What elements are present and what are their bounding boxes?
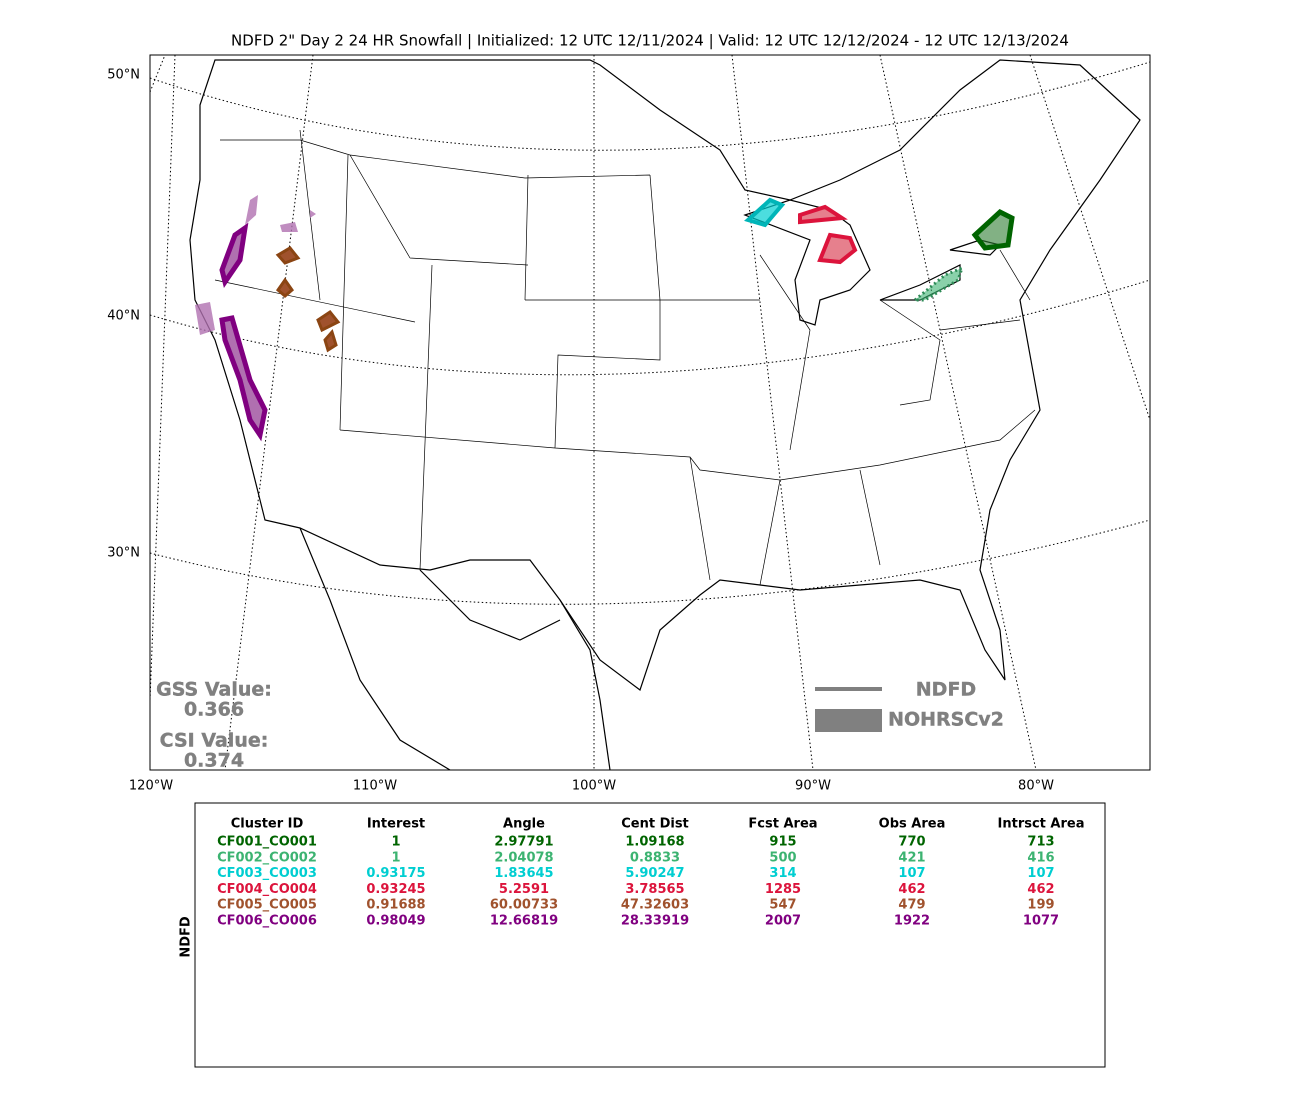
mexico-border	[299, 527, 611, 770]
table-cell: 1	[391, 835, 400, 850]
legend-label: NOHRSCv2	[888, 709, 1004, 731]
table: Cluster ID Interest Angle Cent Dist Fcst Are…	[217, 817, 1084, 929]
legend-label: NDFD	[916, 679, 976, 701]
table-cell: 5.90247	[625, 866, 684, 881]
table-cell: 416	[1027, 850, 1054, 865]
lon-labels: 120°W 110°W 100°W 90°W 80°W	[129, 779, 1054, 794]
table-cell: 199	[1027, 898, 1054, 913]
table-cell: 12.66819	[490, 914, 558, 929]
table-cell: 60.00733	[490, 898, 558, 913]
csi-value: 0.374	[184, 750, 244, 772]
table-cell: 1	[391, 850, 400, 865]
table-cell: 479	[898, 898, 925, 913]
great-lakes	[743, 199, 1002, 326]
table-cell: 1.09168	[625, 835, 684, 850]
lon-label: 110°W	[353, 779, 397, 794]
table-header: Intrsct Area	[998, 817, 1085, 832]
cluster-cf002	[910, 265, 965, 302]
table-cell: 462	[1027, 882, 1054, 897]
table-cell: 1077	[1023, 914, 1059, 929]
table-cell: 915	[769, 835, 796, 850]
table-cell: 47.32603	[621, 898, 689, 913]
table-cell: CF006_CO006	[217, 914, 317, 929]
lat-label: 30°N	[107, 546, 140, 561]
table-cell: 1.83645	[494, 866, 553, 881]
graticule	[150, 55, 1150, 770]
table-cell: 2.97791	[494, 835, 553, 850]
table-side-label: NDFD	[179, 916, 194, 958]
table-cell: 0.93175	[366, 866, 425, 881]
lon-label: 100°W	[572, 779, 616, 794]
cluster-cf001	[971, 208, 1015, 251]
table-cell: CF003_CO003	[217, 866, 317, 881]
table-cell: 3.78565	[625, 882, 684, 897]
table-header: Cent Dist	[621, 817, 689, 832]
table-cell: 5.2591	[499, 882, 549, 897]
legend-patch	[815, 709, 882, 732]
legend: NDFD NOHRSCv2	[815, 678, 1004, 732]
cluster-cf005	[275, 246, 341, 353]
cluster-cf006	[219, 222, 268, 442]
table-header: Obs Area	[879, 817, 946, 832]
table-cell: 2.04078	[494, 850, 553, 865]
table-cell: 1285	[765, 882, 801, 897]
table-cell: 2007	[765, 914, 801, 929]
table-cell: 314	[769, 866, 796, 881]
csi-label: CSI Value:	[160, 730, 269, 752]
state-lines	[214, 129, 1036, 586]
table-cell: CF005_CO005	[217, 898, 317, 913]
table-cell: 0.98049	[366, 914, 425, 929]
table-header: Angle	[503, 817, 545, 832]
table-cell: 713	[1027, 835, 1054, 850]
table-cell: 28.33919	[621, 914, 689, 929]
table-cell: 0.93245	[366, 882, 425, 897]
table-cell: 1922	[894, 914, 930, 929]
table-cell: 0.91688	[366, 898, 425, 913]
gss-value: 0.366	[184, 699, 244, 721]
table-header: Fcst Area	[748, 817, 817, 832]
table-cell: 500	[769, 850, 796, 865]
clusters	[195, 195, 1015, 442]
gss-label: GSS Value:	[156, 679, 272, 701]
lat-labels: 50°N 40°N 30°N	[107, 68, 140, 561]
lon-label: 120°W	[129, 779, 173, 794]
cluster-cf004	[798, 204, 858, 265]
table-cell: 770	[898, 835, 925, 850]
table-header: Interest	[367, 817, 425, 832]
scores: GSS Value: 0.366 CSI Value: 0.374	[156, 678, 272, 772]
lat-label: 40°N	[107, 309, 140, 324]
map	[150, 55, 1150, 770]
obs-areas	[195, 195, 316, 335]
cluster-cf003	[744, 197, 786, 228]
table-cell: CF004_CO004	[217, 882, 317, 897]
table-cell: 547	[769, 898, 796, 913]
table-cell: CF002_CO002	[217, 850, 317, 865]
table-cell: CF001_CO001	[217, 835, 317, 850]
table-frame	[194, 802, 1106, 1068]
table-cell: 0.8833	[630, 850, 680, 865]
lon-label: 80°W	[1018, 779, 1054, 794]
table-cell: 462	[898, 882, 925, 897]
table-header: Cluster ID	[231, 817, 304, 832]
lon-label: 90°W	[795, 779, 831, 794]
map-frame	[149, 54, 1151, 771]
coastline	[189, 59, 1141, 691]
table-cell: 421	[898, 850, 925, 865]
table-cell: 107	[1027, 866, 1054, 881]
title: NDFD 2" Day 2 24 HR Snowfall | Initializ…	[231, 32, 1069, 50]
table-cell: 107	[898, 866, 925, 881]
lat-label: 50°N	[107, 68, 140, 83]
